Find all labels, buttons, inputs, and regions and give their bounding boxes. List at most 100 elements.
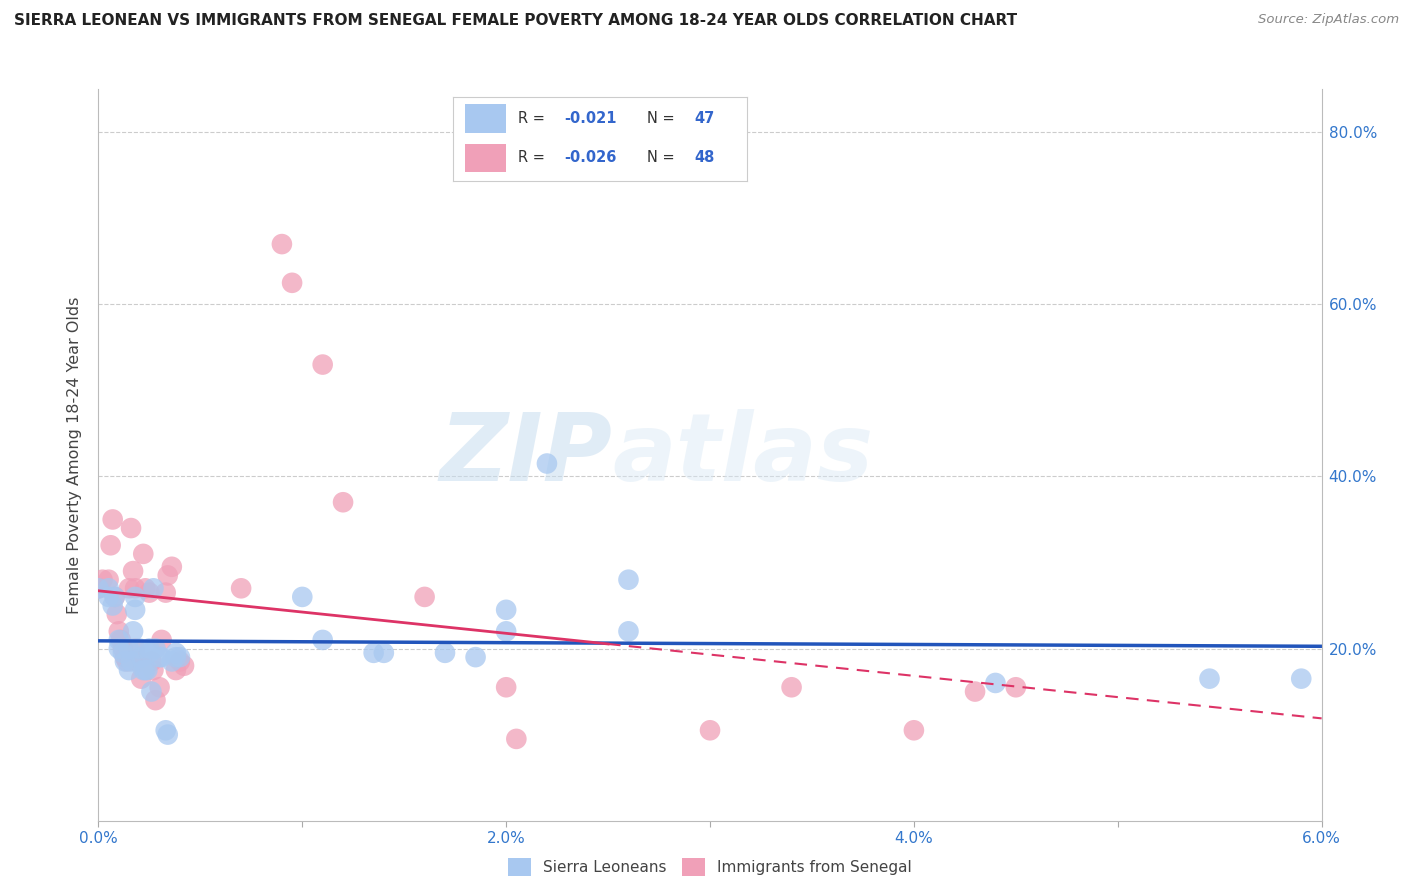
Point — [155, 723, 177, 738]
Point — [150, 632, 173, 647]
Point — [149, 680, 172, 694]
Point — [495, 680, 517, 694]
Point — [115, 655, 138, 669]
Point — [270, 237, 292, 252]
Point — [97, 590, 120, 604]
Point — [142, 582, 165, 596]
Point — [138, 641, 160, 656]
Point — [124, 582, 146, 596]
Point — [110, 632, 132, 647]
Point — [231, 582, 253, 596]
Point — [138, 585, 160, 599]
Point — [124, 603, 146, 617]
Point — [1289, 672, 1312, 686]
Point — [156, 728, 179, 742]
Point — [120, 655, 142, 669]
Text: SIERRA LEONEAN VS IMMIGRANTS FROM SENEGAL FEMALE POVERTY AMONG 18-24 YEAR OLDS C: SIERRA LEONEAN VS IMMIGRANTS FROM SENEGA… — [14, 13, 1017, 29]
Point — [903, 723, 925, 738]
Point — [124, 590, 146, 604]
Point — [142, 663, 165, 677]
Point — [1004, 680, 1026, 694]
Point — [464, 650, 486, 665]
Point — [111, 646, 134, 660]
Point — [165, 646, 187, 660]
Point — [100, 538, 122, 552]
Point — [128, 641, 150, 656]
Point — [149, 650, 172, 665]
Point — [129, 672, 152, 686]
Point — [332, 495, 354, 509]
Point — [150, 650, 173, 665]
Point — [160, 559, 183, 574]
Point — [132, 663, 155, 677]
Point — [281, 276, 304, 290]
Point — [124, 641, 146, 656]
Point — [114, 655, 136, 669]
Point — [101, 512, 124, 526]
Point — [122, 564, 145, 578]
Point — [108, 632, 131, 647]
Point — [87, 582, 110, 596]
Text: ZIP: ZIP — [439, 409, 612, 501]
Point — [129, 650, 152, 665]
Point — [111, 641, 134, 656]
Point — [108, 641, 131, 656]
Point — [291, 590, 314, 604]
Point — [134, 663, 156, 677]
Point — [91, 573, 114, 587]
Point — [141, 655, 163, 669]
Point — [104, 590, 127, 604]
Point — [963, 684, 986, 698]
Legend: Sierra Leoneans, Immigrants from Senegal: Sierra Leoneans, Immigrants from Senegal — [502, 852, 918, 882]
Point — [120, 521, 142, 535]
Point — [373, 646, 395, 660]
Point — [160, 655, 183, 669]
Point — [311, 632, 335, 647]
Point — [495, 624, 517, 639]
Point — [505, 731, 527, 746]
Point — [169, 650, 191, 665]
Point — [363, 646, 385, 660]
Point — [97, 582, 120, 596]
Point — [495, 603, 517, 617]
Point — [155, 585, 177, 599]
Point — [136, 663, 159, 677]
Point — [780, 680, 803, 694]
Point — [108, 624, 131, 639]
Point — [127, 655, 149, 669]
Point — [114, 650, 136, 665]
Point — [87, 582, 110, 596]
Point — [97, 573, 120, 587]
Point — [134, 582, 156, 596]
Point — [699, 723, 721, 738]
Point — [156, 568, 179, 582]
Point — [165, 650, 187, 665]
Point — [118, 663, 141, 677]
Point — [169, 655, 191, 669]
Point — [536, 457, 558, 471]
Point — [141, 684, 163, 698]
Y-axis label: Female Poverty Among 18-24 Year Olds: Female Poverty Among 18-24 Year Olds — [67, 296, 83, 614]
Point — [118, 641, 141, 656]
Point — [433, 646, 456, 660]
Point — [138, 646, 160, 660]
Text: Source: ZipAtlas.com: Source: ZipAtlas.com — [1258, 13, 1399, 27]
Text: atlas: atlas — [612, 409, 873, 501]
Point — [617, 624, 640, 639]
Point — [311, 358, 335, 372]
Point — [104, 590, 127, 604]
Point — [1198, 672, 1220, 686]
Point — [165, 663, 187, 677]
Point — [105, 607, 128, 621]
Point — [128, 655, 150, 669]
Point — [101, 599, 124, 613]
Point — [173, 658, 195, 673]
Point — [145, 693, 167, 707]
Point — [118, 582, 141, 596]
Point — [984, 676, 1007, 690]
Point — [617, 573, 640, 587]
Point — [132, 547, 155, 561]
Point — [122, 624, 145, 639]
Point — [87, 582, 110, 596]
Point — [413, 590, 436, 604]
